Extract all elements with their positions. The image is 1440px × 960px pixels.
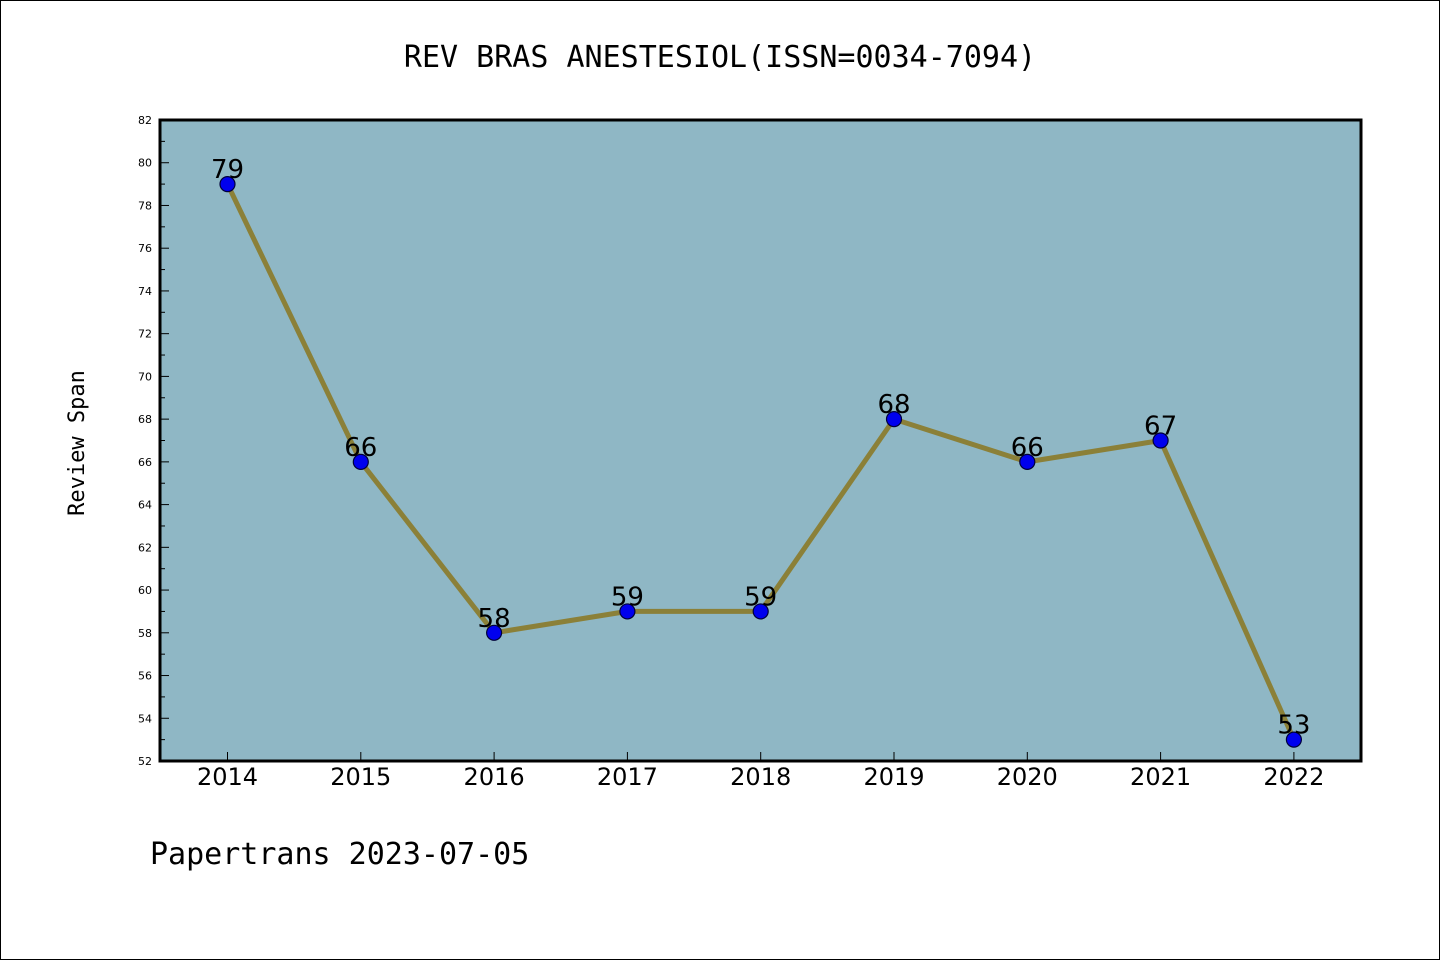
y-tick-label: 66 <box>138 456 152 469</box>
data-label: 67 <box>1144 412 1177 442</box>
y-tick-label: 74 <box>138 285 152 298</box>
data-point <box>1285 731 1303 748</box>
data-point <box>486 624 503 641</box>
data-label: 58 <box>478 604 511 634</box>
footer-text: Papertrans 2023-07-05 <box>150 837 529 872</box>
data-point <box>352 453 369 470</box>
data-point <box>219 176 236 193</box>
plot-area <box>160 120 1361 761</box>
y-tick-label: 56 <box>138 670 152 683</box>
x-tick-label: 2018 <box>730 763 791 791</box>
x-tick-label: 2017 <box>597 763 658 791</box>
y-tick-label: 60 <box>138 584 152 597</box>
y-tick-label: 62 <box>138 541 152 554</box>
data-label: 53 <box>1277 711 1310 741</box>
y-tick-label: 52 <box>138 755 152 768</box>
y-tick-label: 78 <box>138 199 152 212</box>
data-point <box>885 411 903 428</box>
x-axis-ticks: 2014 2015 2016 2017 2018 2019 2020 2021 2022 <box>197 752 1324 791</box>
data-labels: 79 66 58 59 59 68 66 67 53 <box>211 155 1310 741</box>
x-tick-label: 2022 <box>1263 763 1324 791</box>
data-point <box>1152 432 1169 449</box>
y-tick-label: 64 <box>138 499 152 512</box>
x-tick-label: 2020 <box>997 763 1058 791</box>
data-point <box>1019 453 1036 470</box>
chart-title: REV BRAS ANESTESIOL(ISSN=0034-7094) <box>404 40 1036 75</box>
x-tick-label: 2019 <box>863 763 924 791</box>
y-tick-label: 54 <box>138 712 152 725</box>
y-axis-label: Review Span <box>65 370 90 516</box>
x-tick-label: 2014 <box>197 763 258 791</box>
y-tick-label: 70 <box>138 370 152 383</box>
y-tick-label: 58 <box>138 627 152 640</box>
data-label: 79 <box>211 155 244 185</box>
x-tick-label: 2015 <box>330 763 391 791</box>
y-tick-label: 68 <box>138 413 152 426</box>
y-tick-label: 80 <box>138 157 152 170</box>
plot-border <box>158 118 1363 763</box>
data-label: 59 <box>744 582 777 612</box>
data-point <box>619 603 636 620</box>
y-tick-label: 76 <box>138 242 152 255</box>
data-label: 59 <box>611 582 644 612</box>
y-tick-label: 82 <box>138 114 152 127</box>
data-label: 68 <box>877 390 910 420</box>
x-tick-label: 2021 <box>1130 763 1191 791</box>
x-tick-label: 2016 <box>464 763 525 791</box>
data-points <box>219 176 1303 748</box>
data-label: 66 <box>1011 433 1044 463</box>
data-point <box>752 603 769 620</box>
data-label: 66 <box>344 433 377 463</box>
y-tick-label: 72 <box>138 328 152 341</box>
